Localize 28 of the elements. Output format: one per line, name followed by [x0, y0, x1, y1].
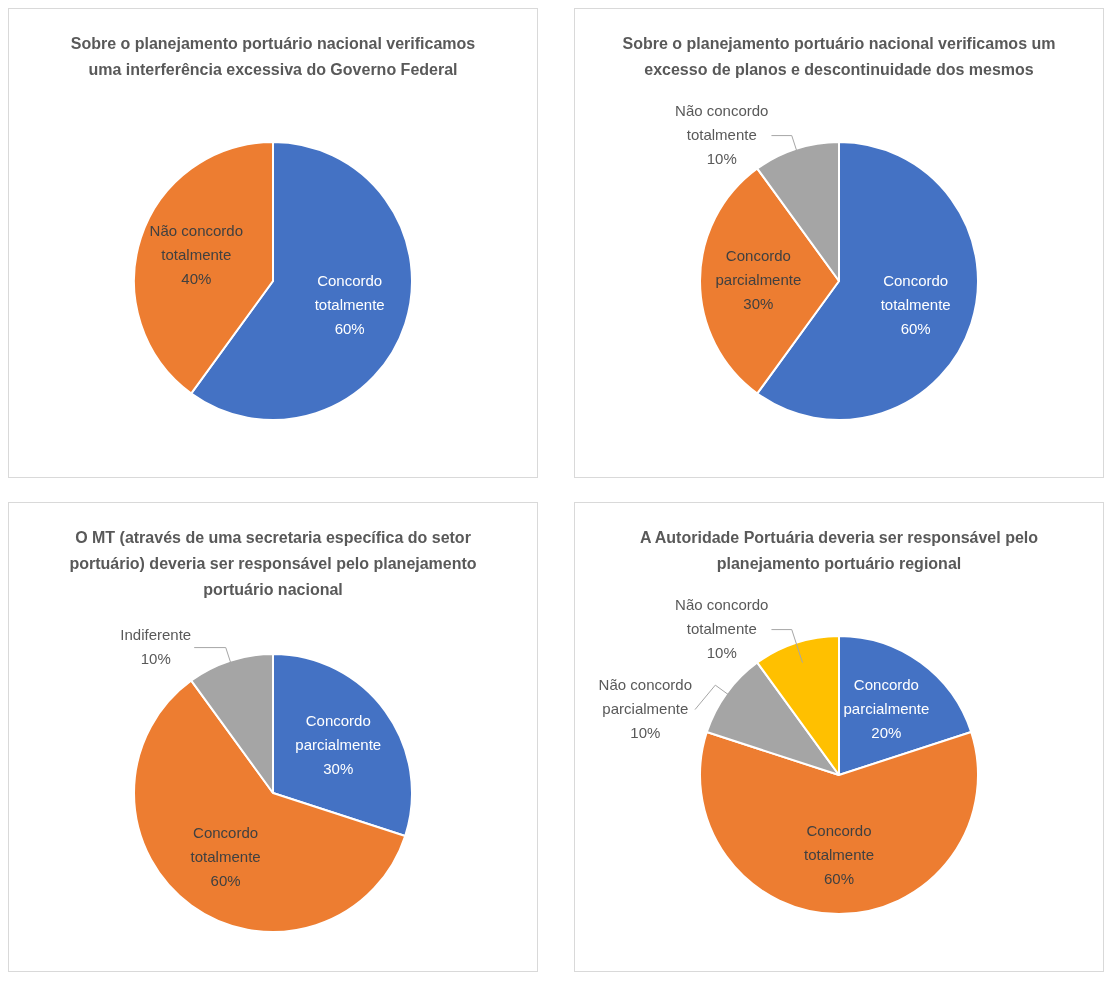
slice-label: Concordo parcialmente	[295, 711, 382, 753]
data-label: 60%	[900, 320, 931, 338]
data-label: 40%	[181, 270, 212, 288]
slice-label: Não concordo totalmente	[149, 222, 244, 264]
slice-label: Não concordo parcialmente	[598, 675, 692, 717]
chart-title: A Autoridade Portuária deveria ser responsável pelo planejamento portuário regional	[638, 528, 1040, 574]
data-label: 20%	[871, 723, 902, 741]
slice-label: Concordo totalmente	[190, 824, 261, 866]
data-label: 30%	[323, 759, 354, 777]
slice-label: Não concordo totalmente	[675, 595, 769, 637]
data-label: 10%	[140, 649, 171, 667]
data-label: 60%	[823, 869, 855, 887]
chart-title: Sobre o planejamento portuário nacional verificamos um excesso de planos e descontinuidade dos mesmos	[621, 34, 1057, 80]
data-label: 10%	[706, 149, 737, 167]
slice-label: Concordo totalmente	[880, 272, 951, 314]
slice-label: Não concordo totalmente	[675, 101, 769, 143]
slice-label: Concordo parcialmente	[715, 247, 802, 289]
slice-label: Concordo totalmente	[314, 272, 385, 314]
data-label: 10%	[630, 723, 661, 741]
data-label: 60%	[210, 872, 241, 890]
data-label: 30%	[743, 295, 774, 313]
chart-title: Sobre o planejamento portuário nacional verificamos uma interferência excessiva do Governo Federal	[69, 34, 477, 80]
slice-label: Indiferente	[120, 625, 192, 643]
slice-label: Concordo totalmente	[803, 821, 875, 863]
data-label: 60%	[334, 320, 365, 338]
slice-label: Concordo parcialmente	[843, 675, 930, 717]
data-label: 10%	[706, 643, 737, 661]
chart-title: O MT (através de uma secretaria específica do setor portuário) deveria ser responsável pelo planejamento portuário nacional	[68, 528, 478, 600]
